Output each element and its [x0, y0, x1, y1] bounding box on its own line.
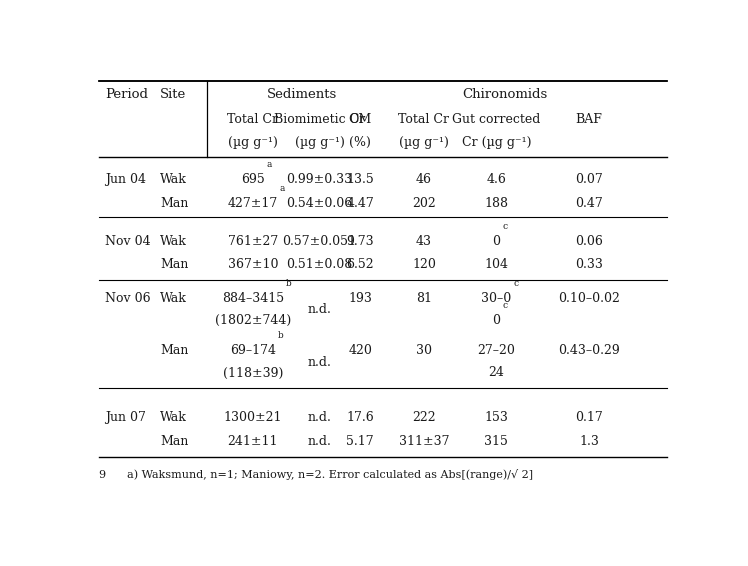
Text: 30: 30 [416, 344, 432, 357]
Text: 884–3415: 884–3415 [222, 291, 284, 305]
Text: n.d.: n.d. [307, 411, 331, 424]
Text: 193: 193 [349, 291, 372, 305]
Text: 0.06: 0.06 [575, 235, 603, 248]
Text: Wak: Wak [160, 411, 187, 424]
Text: Cr (µg g⁻¹): Cr (µg g⁻¹) [462, 135, 531, 148]
Text: 6.52: 6.52 [346, 259, 374, 272]
Text: Man: Man [160, 198, 188, 211]
Text: Chironomids: Chironomids [462, 88, 548, 101]
Text: Sediments: Sediments [267, 88, 337, 101]
Text: 761±27: 761±27 [228, 235, 278, 248]
Text: 17.6: 17.6 [346, 411, 374, 424]
Text: (µg g⁻¹): (µg g⁻¹) [295, 135, 345, 148]
Text: n.d.: n.d. [307, 435, 331, 448]
Text: 0.07: 0.07 [575, 173, 603, 186]
Text: 0.51±0.08: 0.51±0.08 [286, 259, 353, 272]
Text: 0.43–0.29: 0.43–0.29 [558, 344, 620, 357]
Text: 27–20: 27–20 [477, 344, 515, 357]
Text: 13.5: 13.5 [346, 173, 374, 186]
Text: n.d.: n.d. [307, 303, 331, 316]
Text: (118±39): (118±39) [223, 367, 283, 379]
Text: 188: 188 [485, 198, 509, 211]
Text: Total Cr: Total Cr [399, 113, 450, 126]
Text: BAF: BAF [576, 113, 603, 126]
Text: 427±17: 427±17 [228, 198, 278, 211]
Text: 1300±21: 1300±21 [224, 411, 282, 424]
Text: Man: Man [160, 435, 188, 448]
Text: 315: 315 [485, 435, 509, 448]
Text: (µg g⁻¹): (µg g⁻¹) [228, 135, 278, 148]
Text: 222: 222 [412, 411, 436, 424]
Text: 46: 46 [416, 173, 432, 186]
Text: 24: 24 [488, 367, 504, 379]
Text: (%): (%) [349, 135, 371, 148]
Text: 4.6: 4.6 [486, 173, 506, 186]
Text: a: a [280, 185, 285, 194]
Text: n.d.: n.d. [307, 355, 331, 368]
Text: 241±11: 241±11 [227, 435, 278, 448]
Text: Site: Site [160, 88, 186, 101]
Text: 202: 202 [412, 198, 436, 211]
Text: Period: Period [105, 88, 148, 101]
Text: (1802±744): (1802±744) [215, 314, 291, 327]
Text: 153: 153 [485, 411, 509, 424]
Text: c: c [502, 301, 507, 310]
Text: 9      a) Waksmund, n=1; Maniowy, n=2. Error calculated as Abs[(range)/√ 2]: 9 a) Waksmund, n=1; Maniowy, n=2. Error … [99, 469, 533, 479]
Text: 0.99±0.33: 0.99±0.33 [286, 173, 352, 186]
Text: Nov 06: Nov 06 [105, 291, 150, 305]
Text: 30–0: 30–0 [481, 291, 512, 305]
Text: 0: 0 [492, 235, 500, 248]
Text: 0.54±0.06: 0.54±0.06 [286, 198, 353, 211]
Text: Jun 04: Jun 04 [105, 173, 146, 186]
Text: 81: 81 [416, 291, 432, 305]
Text: 4.47: 4.47 [346, 198, 374, 211]
Text: (µg g⁻¹): (µg g⁻¹) [399, 135, 449, 148]
Text: 69–174: 69–174 [230, 344, 276, 357]
Text: a: a [266, 160, 272, 169]
Text: b: b [278, 331, 283, 340]
Text: Biomimetic Cr: Biomimetic Cr [274, 113, 365, 126]
Text: 0.17: 0.17 [575, 411, 603, 424]
Text: Wak: Wak [160, 173, 187, 186]
Text: 1.3: 1.3 [579, 435, 599, 448]
Text: 0.47: 0.47 [575, 198, 603, 211]
Text: 420: 420 [349, 344, 372, 357]
Text: Jun 07: Jun 07 [105, 411, 146, 424]
Text: 9.73: 9.73 [346, 235, 374, 248]
Text: Wak: Wak [160, 291, 187, 305]
Text: 104: 104 [485, 259, 509, 272]
Text: 0: 0 [492, 314, 500, 327]
Text: c: c [513, 278, 518, 288]
Text: Man: Man [160, 259, 188, 272]
Text: OM: OM [349, 113, 372, 126]
Text: Gut corrected: Gut corrected [453, 113, 541, 126]
Text: 311±37: 311±37 [399, 435, 450, 448]
Text: 5.17: 5.17 [346, 435, 374, 448]
Text: 695: 695 [241, 173, 265, 186]
Text: 0.57±0.051: 0.57±0.051 [283, 235, 357, 248]
Text: 0.33: 0.33 [575, 259, 603, 272]
Text: 120: 120 [412, 259, 436, 272]
Text: c: c [502, 222, 507, 231]
Text: Total Cr: Total Cr [227, 113, 278, 126]
Text: b: b [286, 278, 292, 288]
Text: Wak: Wak [160, 235, 187, 248]
Text: 367±10: 367±10 [227, 259, 278, 272]
Text: Nov 04: Nov 04 [105, 235, 150, 248]
Text: Man: Man [160, 344, 188, 357]
Text: 43: 43 [416, 235, 432, 248]
Text: 0.10–0.02: 0.10–0.02 [558, 291, 620, 305]
